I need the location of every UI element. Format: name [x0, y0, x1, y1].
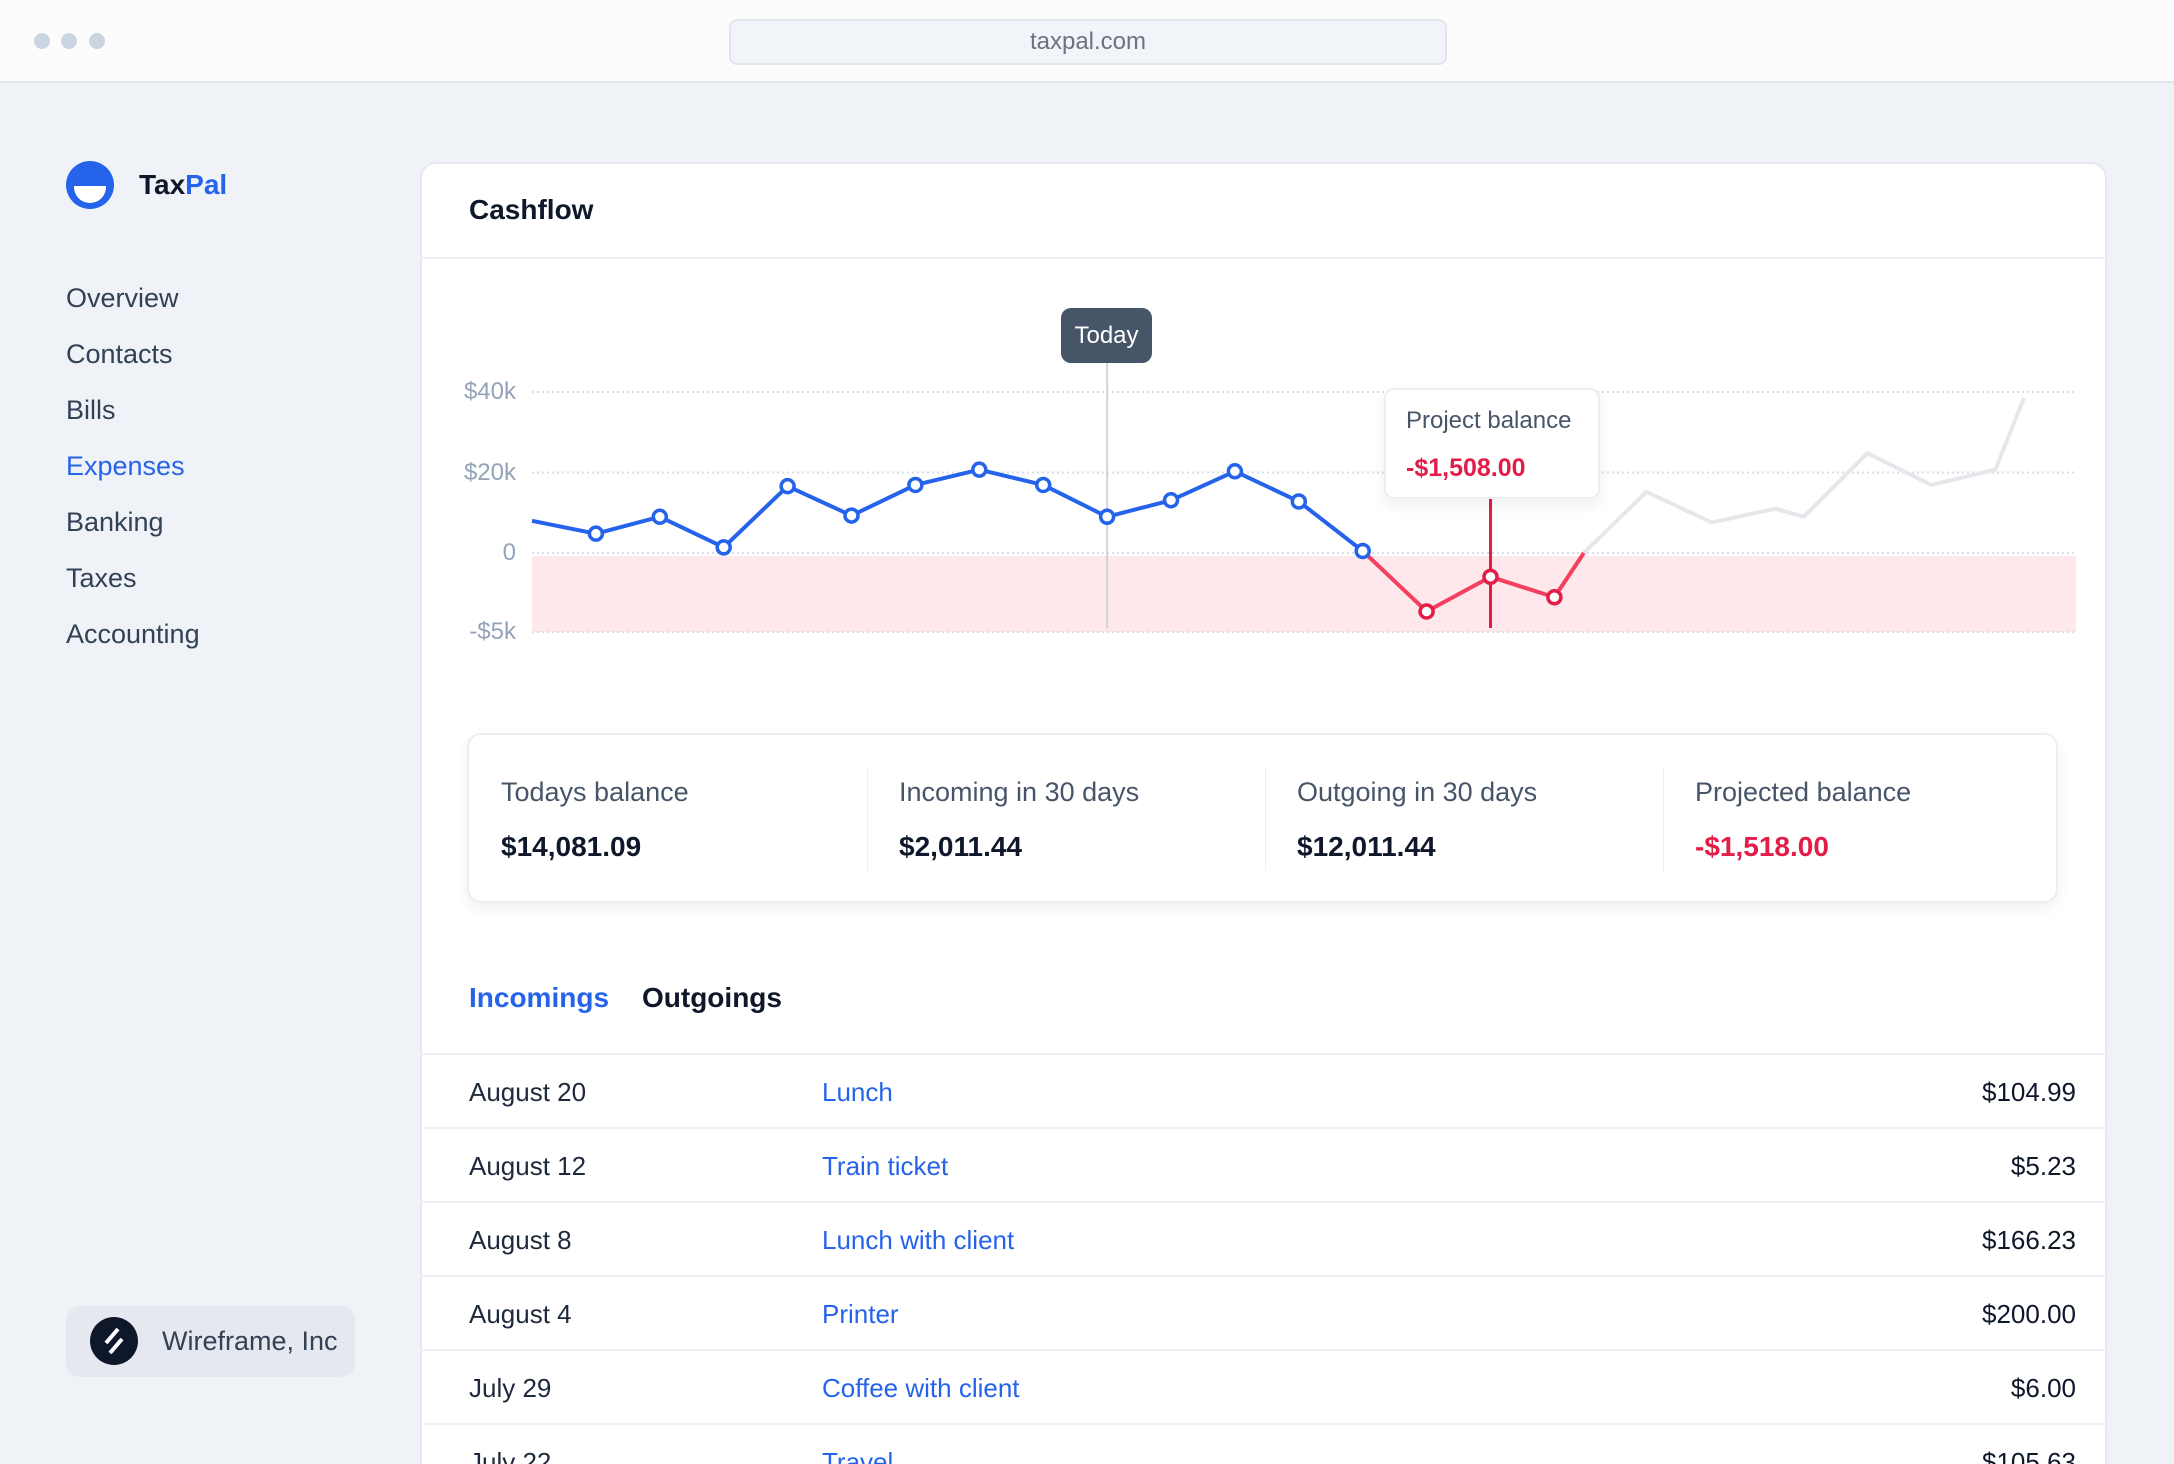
transaction-date: August 20 — [469, 1077, 587, 1107]
stat-divider — [1265, 767, 1266, 871]
taxpal-logo-icon — [66, 161, 114, 209]
browser-toolbar: taxpal.com — [0, 0, 2174, 83]
sidebar-item-accounting[interactable]: Accounting — [66, 619, 200, 649]
y-tick-label: $40k — [463, 378, 516, 405]
transaction-date: August 12 — [469, 1151, 587, 1181]
transaction-amount: $5.23 — [2010, 1151, 2076, 1181]
transaction-amount: $104.99 — [1982, 1077, 2076, 1107]
sidebar-item-taxes[interactable]: Taxes — [66, 563, 137, 593]
y-tick-label: $20k — [463, 459, 516, 486]
stat-value: -$1,518.00 — [1695, 831, 1829, 862]
sidebar-item-expenses[interactable]: Expenses — [66, 451, 185, 481]
window-dot-maximize[interactable] — [89, 33, 105, 49]
tab-incomings[interactable]: Incomings — [469, 982, 610, 1013]
organization-name: Wireframe, Inc — [162, 1326, 338, 1356]
stat-todays-balance: Todays balance $14,081.09 — [469, 735, 867, 901]
sidebar-item-overview[interactable]: Overview — [66, 283, 179, 313]
stat-label: Incoming in 30 days — [899, 777, 1140, 807]
stat-label: Outgoing in 30 days — [1297, 777, 1538, 807]
project-balance-tooltip: Project balance -$1,508.00 — [1384, 388, 1600, 499]
sidebar-item-banking[interactable]: Banking — [66, 507, 164, 537]
table-row[interactable]: August 4 Printer $200.00 — [421, 1275, 2106, 1349]
stat-divider — [867, 767, 868, 871]
stat-label: Projected balance — [1695, 777, 1912, 807]
stat-label: Todays balance — [501, 777, 689, 807]
window-dot-minimize[interactable] — [61, 33, 77, 49]
transaction-date: August 4 — [469, 1299, 572, 1329]
transaction-amount: $105.63 — [1982, 1447, 2076, 1464]
table-row[interactable]: July 29 Coffee with client $6.00 — [421, 1349, 2106, 1423]
transaction-description-link[interactable]: Printer — [822, 1299, 899, 1329]
table-row[interactable]: August 12 Train ticket $5.23 — [421, 1127, 2106, 1201]
balance-summary: Todays balance $14,081.09 Incoming in 30… — [467, 733, 2058, 903]
today-marker-badge: Today — [1061, 308, 1152, 363]
table-row[interactable]: July 22 Travel $105.63 — [421, 1423, 2106, 1464]
stat-value: $2,011.44 — [899, 831, 1023, 862]
transaction-amount: $6.00 — [2010, 1373, 2076, 1403]
brand-name-part2: Pal — [185, 169, 228, 200]
stat-value: $14,081.09 — [501, 831, 642, 862]
stat-projected-balance: Projected balance -$1,518.00 — [1663, 735, 2061, 901]
stat-incoming: Incoming in 30 days $2,011.44 — [867, 735, 1265, 901]
tab-outgoings[interactable]: Outgoings — [642, 982, 782, 1013]
transaction-description-link[interactable]: Train ticket — [822, 1151, 949, 1181]
table-row[interactable]: August 20 Lunch $104.99 — [421, 1053, 2106, 1127]
transaction-description-link[interactable]: Travel — [822, 1447, 894, 1464]
transaction-date: July 29 — [469, 1373, 552, 1403]
wireframe-logo-icon — [90, 1317, 138, 1365]
transaction-description-link[interactable]: Lunch with client — [822, 1225, 1015, 1255]
transaction-description-link[interactable]: Lunch — [822, 1077, 893, 1107]
card-title: Cashflow — [469, 194, 594, 225]
tooltip-value: -$1,508.00 — [1406, 454, 1526, 482]
stat-value: $12,011.44 — [1297, 831, 1436, 862]
address-bar[interactable]: taxpal.com — [729, 19, 1447, 65]
transaction-amount: $200.00 — [1982, 1299, 2076, 1329]
brand-name[interactable]: TaxPal — [139, 169, 227, 201]
y-tick-label: -$5k — [469, 618, 516, 645]
transaction-description-link[interactable]: Coffee with client — [822, 1373, 1020, 1403]
stat-outgoing: Outgoing in 30 days $12,011.44 — [1265, 735, 1663, 901]
transaction-date: August 8 — [469, 1225, 572, 1255]
window-dot-close[interactable] — [34, 33, 50, 49]
stat-divider — [1663, 767, 1664, 871]
tooltip-label: Project balance — [1406, 407, 1572, 434]
transaction-amount: $166.23 — [1982, 1225, 2076, 1255]
organization-switcher[interactable]: Wireframe, Inc — [66, 1306, 355, 1377]
header-divider — [421, 257, 2106, 259]
y-tick-label: 0 — [502, 539, 516, 566]
sidebar-item-bills[interactable]: Bills — [66, 395, 116, 425]
table-row[interactable]: August 8 Lunch with client $166.23 — [421, 1201, 2106, 1275]
brand-name-part1: Tax — [139, 169, 186, 200]
transaction-date: July 22 — [469, 1447, 552, 1464]
sidebar-item-contacts[interactable]: Contacts — [66, 339, 173, 369]
